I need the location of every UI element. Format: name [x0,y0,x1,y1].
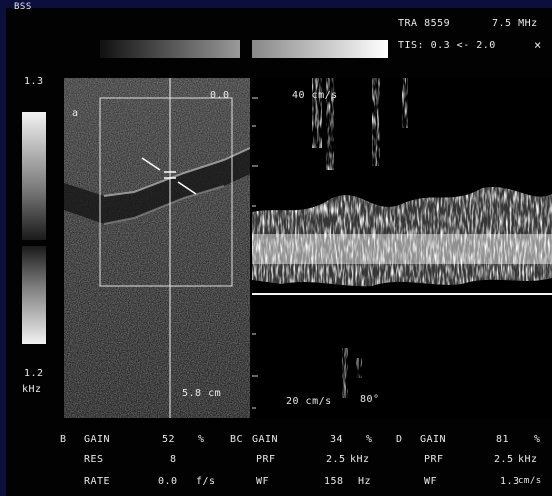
b-res-name: RES [84,454,104,465]
depth-label: 5.8 cm [182,388,222,399]
d-gain-name: GAIN [420,434,447,445]
b-res-value: 8 [170,454,177,465]
d-wf-name: WF [424,476,438,487]
top-left-label: BSS [14,2,32,12]
scale-top-value: 1.3 [24,76,44,87]
tis-label: TIS: 0.3 <- 2.0 [398,40,496,51]
bc-prf-value: 2.5 [326,454,346,465]
ultrasound-screen: BSS TRA 8559 7.5 MHz TIS: 0.3 <- 2.0 × 1… [6,2,552,496]
bc-gain-value: 34 [330,434,344,445]
parameter-panel: B GAIN 52 % RES 8 RATE 0.0 f/s BC GAIN 3… [6,428,552,496]
velocity-scale-bottom: 20 cm/s [286,396,332,407]
d-gain-value: 81 [496,434,510,445]
b-mode-label: B [60,434,67,445]
color-scale-lower [22,246,46,344]
frequency-label: 7.5 MHz [492,18,538,29]
d-mode-label: D [396,434,403,445]
d-prf-value: 2.5 [494,454,514,465]
close-icon[interactable]: × [534,38,542,52]
bc-prf-unit: kHz [350,454,370,465]
scale-bottom-value: 1.2 [24,368,44,379]
d-wf-unit: cm/s [518,476,542,486]
d-gain-unit: % [534,434,541,445]
b-gain-value: 52 [162,434,176,445]
transducer-label: TRA 8559 [398,18,451,29]
bc-gain-name: GAIN [252,434,279,445]
b-gain-name: GAIN [84,434,111,445]
bmode-image[interactable]: a 0.0 5.8 cm [64,78,250,418]
b-rate-name: RATE [84,476,111,487]
bc-prf-name: PRF [256,454,276,465]
bc-wf-unit: Hz [358,476,372,487]
grayscale-bar-dark [100,40,240,58]
d-prf-unit: kHz [518,454,538,465]
bc-wf-value: 158 [324,476,344,487]
d-wf-value: 1.3 [500,476,520,487]
b-rate-value: 0.0 [158,476,178,487]
angle-label: 0.0 [210,90,230,101]
doppler-angle: 80° [360,394,380,405]
bc-wf-name: WF [256,476,270,487]
bc-gain-unit: % [366,434,373,445]
doppler-spectrum[interactable]: 40 cm/s 20 cm/s 80° [252,78,552,418]
bc-mode-label: BC [230,434,244,445]
color-scale-upper [22,112,46,240]
scale-unit: kHz [22,384,42,395]
sample-marker: a [72,108,79,119]
d-prf-name: PRF [424,454,444,465]
grayscale-bar-light [252,40,388,58]
velocity-scale-top: 40 cm/s [292,90,338,101]
b-rate-unit: f/s [196,476,216,487]
b-gain-unit: % [198,434,205,445]
